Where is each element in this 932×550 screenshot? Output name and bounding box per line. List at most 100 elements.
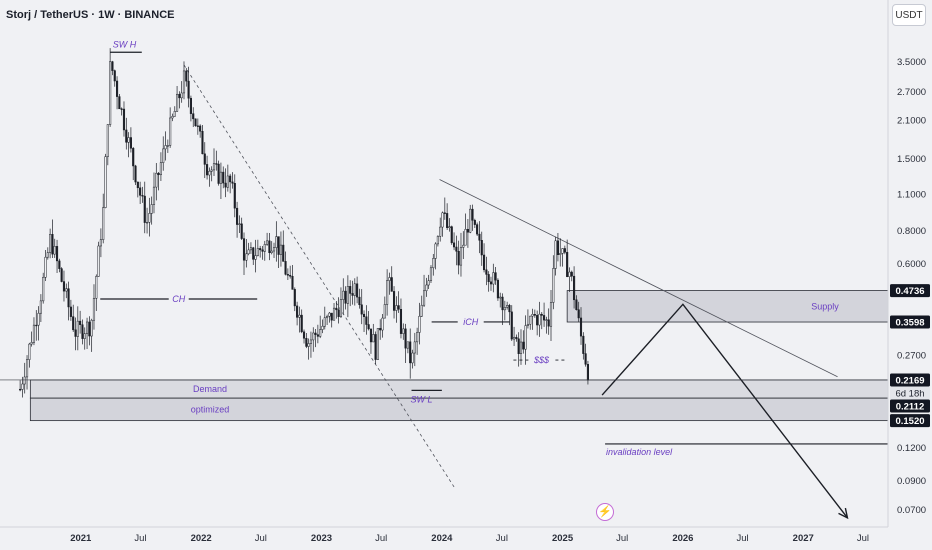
x-tick-label: 2027 [793,533,814,544]
time-axis[interactable]: 2021 Jul 2022 Jul 2023 Jul 2024 Jul 2025 Jul 2026 J… [70,533,869,544]
candle-body [272,247,276,252]
candle-body [275,236,278,248]
candle-body [210,169,213,172]
candle-body [563,248,566,253]
candle-body [226,175,229,188]
price-tags: 0.4736 0.3598 0.2169 6d 18h 0.2112 0.1520 [890,284,930,428]
price-tag [890,284,930,298]
candle-body [573,275,576,301]
zone-supply [566,290,889,323]
x-tick-label: 2025 [552,533,574,544]
candle-body [485,269,488,275]
annotation-label: iCH [463,317,478,327]
candle-body [162,148,165,163]
candle-body [344,290,347,304]
candle-body [409,341,412,364]
candle-body [263,244,266,252]
candle-body [536,315,539,326]
candle-body [309,339,313,344]
candle-body [90,319,93,337]
x-tick-label: Jul [134,533,146,544]
candle-body [556,240,559,255]
candle-body [353,283,356,296]
candle-body [169,117,172,146]
candle-body [231,181,234,184]
candle-body [529,315,532,325]
candle-body [182,70,186,94]
candle-body [496,279,499,299]
candle-body [129,137,132,149]
candle-body [526,323,529,326]
candle-body [72,316,75,331]
lightning-icon[interactable]: ⚡ [596,503,614,521]
candle-body [293,289,296,307]
y-tick-label: 0.8000 [897,226,926,237]
candle-body [99,239,102,247]
candle-body [411,352,414,364]
candle-body [462,244,465,248]
candle-body [577,309,580,319]
candle-body [199,125,202,132]
candle-body [155,172,158,188]
candle-body [240,223,243,239]
zone-label: optimized [191,404,230,414]
candle-body [30,342,33,345]
candle-body [554,240,557,269]
candle-body [206,164,209,176]
descending-trendline [439,179,838,378]
candle-body [386,280,389,305]
candle-body [513,336,516,340]
candle-body [406,341,409,349]
x-tick-label: Jul [255,533,267,544]
candle-body [37,312,40,326]
candle-body [236,207,239,225]
candle-body [150,204,153,214]
candle-body [74,329,77,337]
countdown-tag [890,386,930,400]
candle-body [492,272,495,285]
candle-body [395,305,398,311]
candle-body [106,124,109,157]
annotation-label: $$$ [533,355,550,365]
candle-body [349,286,352,294]
candle-body [540,313,543,316]
y-tick-label: 3.5000 [897,57,926,68]
candle-body [328,312,331,317]
candle-body [282,244,285,262]
candle-body [60,268,63,282]
candle-body [259,248,262,251]
candle-body [300,314,303,333]
candle-body [517,338,520,354]
candle-body [457,250,460,266]
candle-body [369,328,373,343]
x-tick-label: 2024 [431,533,453,544]
candle-body [443,212,446,214]
currency-button[interactable]: USDT [892,4,926,26]
candle-body [452,242,456,248]
candle-body [307,343,310,347]
candle-body [178,93,181,99]
candle-body [549,302,553,327]
annotation-label-bg [528,355,555,366]
candle-body [254,255,257,260]
candle-body [42,277,45,302]
candle-body [171,116,174,119]
candle-body [62,281,66,292]
candle-body [46,252,49,258]
y-tick-label: 1.5000 [897,154,926,165]
candle-body [305,338,308,347]
candle-body [519,341,523,354]
candle-body [249,247,252,251]
annotation-label-bg [457,316,484,327]
candle-body [203,153,206,165]
y-tick-label: 2.1000 [897,116,926,127]
candle-body [561,248,564,254]
x-tick-label: Jul [496,533,508,544]
x-tick-label: 2023 [311,533,332,544]
projection-arrowhead [838,507,849,520]
candle-body [450,226,453,244]
candle-body [120,108,123,110]
candle-body [148,213,151,223]
annotation-label: SW L [411,394,433,404]
